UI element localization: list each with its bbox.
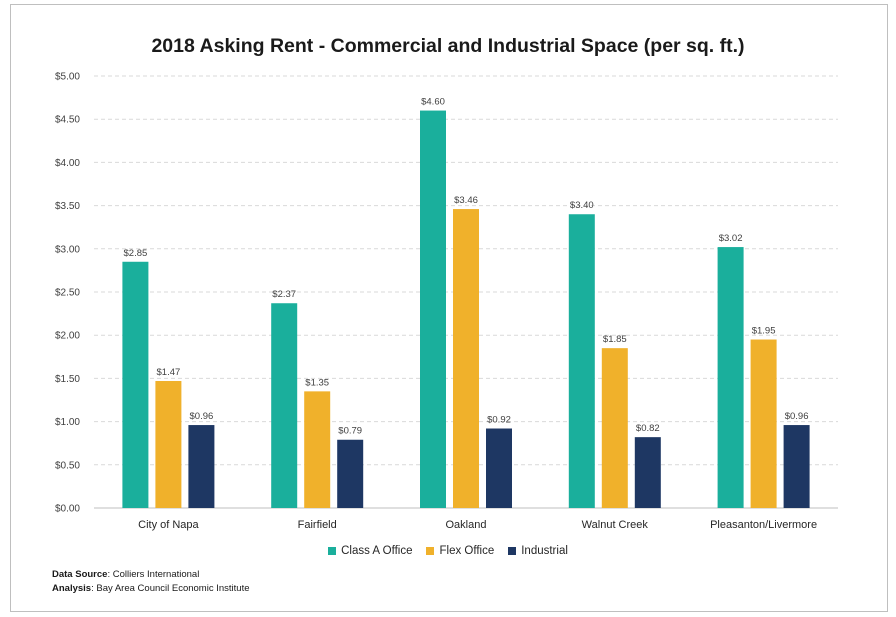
bar-value-label: $4.60 <box>421 97 445 108</box>
legend-item-industrial: Industrial <box>508 545 568 557</box>
bar-value-label: $1.85 <box>603 334 627 345</box>
category-label: Pleasanton/Livermore <box>710 519 817 531</box>
y-tick-label: $0.50 <box>55 460 80 471</box>
bar <box>750 339 777 508</box>
data-source-value: : Colliers International <box>107 569 200 580</box>
category-labels: City of Napa Fairfield Oakland Walnut Creek… <box>138 519 817 531</box>
legend-swatch <box>508 547 517 555</box>
bar <box>634 437 661 508</box>
category-label: Fairfield <box>298 519 337 531</box>
analysis-value: : Bay Area Council Economic Institute <box>91 583 250 594</box>
bar <box>568 214 595 509</box>
legend-label: Flex Office <box>439 545 495 557</box>
y-tick-label: $2.50 <box>55 288 80 299</box>
legend-label: Industrial <box>521 545 568 557</box>
y-tick-label: $1.00 <box>55 417 80 428</box>
bar <box>122 261 149 508</box>
category-label: Oakland <box>446 519 487 531</box>
bars <box>122 110 810 509</box>
bar <box>304 391 331 508</box>
bar-value-label: $0.79 <box>338 426 362 437</box>
bar-value-label: $0.96 <box>785 411 809 422</box>
bar <box>155 380 182 508</box>
legend-swatch <box>328 547 337 555</box>
bar-value-label: $0.96 <box>190 411 214 422</box>
data-labels: $2.85 $1.47 $0.96 $2.37 $1.35 $0.79 $4.60 $3.46… <box>124 97 809 437</box>
bar <box>337 439 364 508</box>
bar <box>420 110 446 508</box>
bar-value-label: $3.40 <box>570 200 594 211</box>
bar <box>601 348 628 508</box>
bar <box>486 428 512 508</box>
bar-value-label: $1.35 <box>305 377 329 388</box>
category-label: City of Napa <box>138 519 199 531</box>
y-tick-label: $3.50 <box>55 201 80 212</box>
y-tick-label: $1.50 <box>55 374 80 385</box>
bar <box>271 303 298 508</box>
bar-value-label: $3.46 <box>454 195 478 206</box>
analysis-note: Analysis: Bay Area Council Economic Inst… <box>52 582 250 596</box>
bar <box>188 425 215 508</box>
data-source-note: Data Source: Colliers International <box>52 568 250 582</box>
bar-value-label: $1.95 <box>752 326 776 337</box>
y-tick-label: $5.00 <box>55 72 80 83</box>
bar <box>783 425 810 508</box>
bar <box>717 247 744 508</box>
chart-title: 2018 Asking Rent - Commercial and Indust… <box>151 35 745 57</box>
legend-label: Class A Office <box>341 545 413 557</box>
y-axis-ticks: $0.00 $0.50 $1.00 $1.50 $2.00 $2.50 $3.00 $3.50… <box>55 72 80 515</box>
legend: Class A Office Flex Office Industrial <box>0 545 896 557</box>
bar-value-label: $0.82 <box>636 423 660 434</box>
legend-item-class-a: Class A Office <box>328 545 412 557</box>
analysis-label: Analysis <box>52 583 92 594</box>
bar-value-label: $1.47 <box>157 367 181 378</box>
bar <box>453 209 479 508</box>
y-tick-label: $2.00 <box>55 331 80 342</box>
bar-value-label: $0.92 <box>487 415 511 426</box>
bar-value-label: $2.37 <box>272 289 296 300</box>
category-label: Walnut Creek <box>582 519 649 531</box>
y-tick-label: $0.00 <box>55 504 80 515</box>
bar-value-label: $3.02 <box>719 233 743 244</box>
chart-notes: Data Source: Colliers International Anal… <box>52 568 250 596</box>
data-source-label: Data Source <box>52 569 108 580</box>
y-tick-label: $4.00 <box>55 158 80 169</box>
y-tick-label: $4.50 <box>55 115 80 126</box>
bar-value-label: $2.85 <box>124 248 148 259</box>
legend-item-flex: Flex Office <box>426 545 494 557</box>
y-tick-label: $3.00 <box>55 244 80 255</box>
legend-swatch <box>426 547 435 555</box>
